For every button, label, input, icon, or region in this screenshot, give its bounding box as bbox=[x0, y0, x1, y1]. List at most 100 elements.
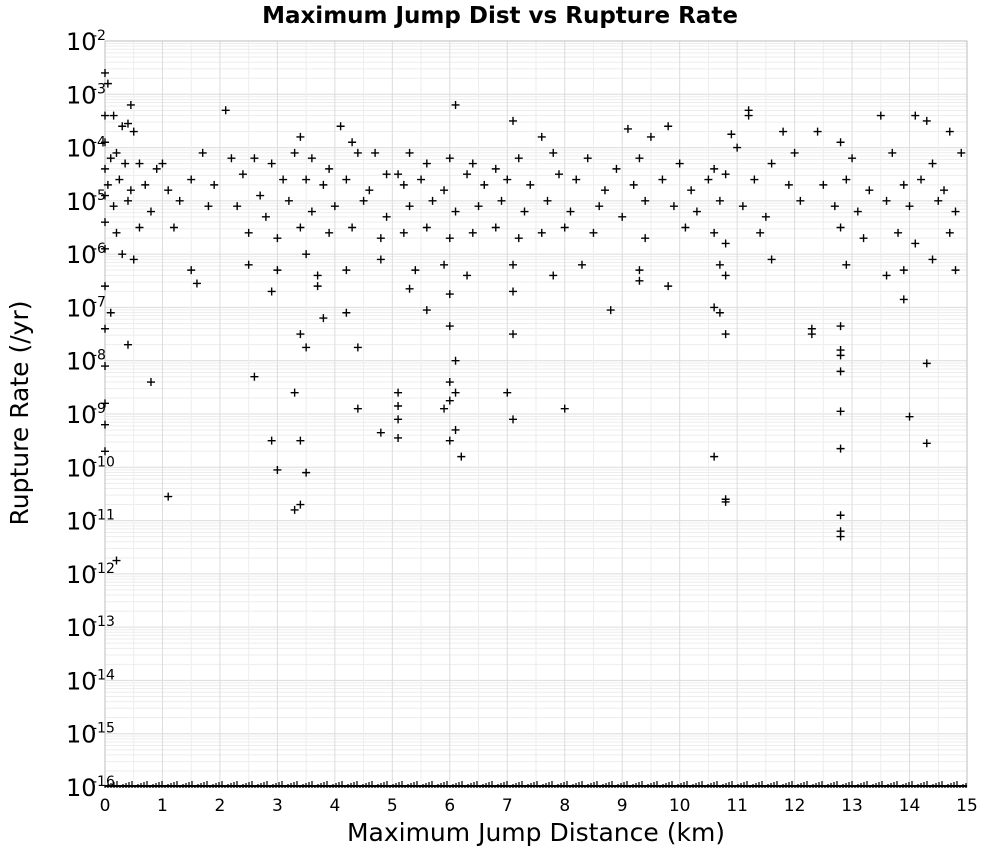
data-point bbox=[376, 234, 385, 243]
data-point bbox=[790, 148, 799, 157]
data-point bbox=[566, 207, 575, 216]
data-point bbox=[422, 306, 431, 315]
data-point bbox=[784, 180, 793, 189]
data-point bbox=[675, 159, 684, 168]
data-point bbox=[451, 207, 460, 216]
data-point bbox=[103, 180, 112, 189]
data-point bbox=[336, 122, 345, 131]
data-point bbox=[715, 260, 724, 269]
data-point bbox=[267, 159, 276, 168]
y-tick-label: 10 bbox=[66, 614, 97, 642]
data-point bbox=[290, 505, 299, 514]
data-point bbox=[520, 207, 529, 216]
x-tick-label: 3 bbox=[272, 796, 283, 816]
data-point bbox=[928, 159, 937, 168]
data-point bbox=[250, 154, 259, 163]
data-point bbox=[549, 271, 558, 280]
data-point bbox=[836, 511, 845, 520]
data-point bbox=[842, 175, 851, 184]
data-point bbox=[112, 228, 121, 237]
data-point bbox=[250, 372, 259, 381]
y-tick-exponent: -12 bbox=[92, 561, 115, 577]
y-tick-exponent: -13 bbox=[92, 614, 115, 630]
data-point bbox=[192, 279, 201, 288]
data-point bbox=[273, 266, 282, 275]
data-point bbox=[715, 308, 724, 317]
data-point bbox=[451, 388, 460, 397]
data-point bbox=[836, 407, 845, 416]
data-point bbox=[101, 244, 109, 253]
data-point bbox=[509, 260, 518, 269]
data-point bbox=[440, 260, 449, 269]
data-point bbox=[115, 175, 124, 184]
data-point bbox=[135, 159, 144, 168]
y-tick-label: 10 bbox=[66, 348, 97, 376]
data-point bbox=[468, 228, 477, 237]
data-point bbox=[894, 228, 903, 237]
y-tick-labels: 10-1610-1510-1410-1310-1210-1110-1010-91… bbox=[66, 28, 115, 802]
data-point bbox=[101, 447, 109, 456]
data-point bbox=[175, 196, 184, 205]
y-tick-label: 10 bbox=[66, 401, 97, 429]
data-point bbox=[411, 266, 420, 275]
data-point bbox=[612, 164, 621, 173]
data-point bbox=[313, 271, 322, 280]
data-point bbox=[118, 122, 127, 131]
data-point bbox=[635, 154, 644, 163]
x-tick-label: 1 bbox=[157, 796, 168, 816]
data-point bbox=[399, 180, 408, 189]
y-tick-label: 10 bbox=[66, 774, 97, 802]
data-point bbox=[394, 415, 403, 424]
x-tick-labels: 0 1 2 3 4 5 6 7 8 9 10 11 12 13 14 15 bbox=[100, 796, 978, 816]
data-point bbox=[112, 556, 121, 565]
data-point bbox=[509, 287, 518, 296]
data-point bbox=[710, 164, 719, 173]
data-point bbox=[807, 330, 816, 339]
y-tick-label: 10 bbox=[66, 561, 97, 589]
data-point bbox=[957, 148, 966, 157]
y-tick-exponent: -4 bbox=[92, 135, 106, 151]
data-point bbox=[101, 218, 109, 227]
data-point bbox=[537, 228, 546, 237]
data-point bbox=[836, 532, 845, 541]
data-point bbox=[376, 428, 385, 437]
data-point bbox=[848, 154, 857, 163]
data-point bbox=[405, 284, 414, 293]
data-point bbox=[313, 282, 322, 291]
y-tick-exponent: -2 bbox=[92, 28, 106, 44]
y-tick-exponent: -16 bbox=[92, 774, 115, 790]
y-tick-label: 10 bbox=[66, 294, 97, 322]
data-point bbox=[756, 228, 765, 237]
data-point bbox=[503, 175, 512, 184]
data-point bbox=[451, 425, 460, 434]
data-point bbox=[710, 303, 719, 312]
data-point bbox=[101, 191, 109, 200]
data-point bbox=[169, 223, 178, 232]
data-point bbox=[296, 436, 305, 445]
data-point bbox=[451, 356, 460, 365]
data-point bbox=[238, 170, 247, 179]
data-point bbox=[227, 154, 236, 163]
data-point bbox=[121, 159, 130, 168]
data-point bbox=[560, 223, 569, 232]
data-point bbox=[905, 412, 914, 421]
data-point bbox=[198, 148, 207, 157]
data-point bbox=[618, 212, 627, 221]
x-axis-label: Maximum Jump Distance (km) bbox=[347, 818, 725, 847]
data-point bbox=[296, 132, 305, 141]
x-tick-label: 14 bbox=[899, 796, 921, 816]
data-point bbox=[509, 330, 518, 339]
data-point bbox=[606, 306, 615, 315]
data-point bbox=[922, 116, 931, 125]
data-point bbox=[888, 148, 897, 157]
data-point bbox=[635, 266, 644, 275]
data-point bbox=[296, 223, 305, 232]
data-point bbox=[296, 330, 305, 339]
x-tick-label: 8 bbox=[559, 796, 570, 816]
data-point bbox=[853, 207, 862, 216]
data-point bbox=[589, 228, 598, 237]
x-tick-label: 0 bbox=[100, 796, 111, 816]
data-point bbox=[836, 322, 845, 331]
data-point bbox=[641, 196, 650, 205]
